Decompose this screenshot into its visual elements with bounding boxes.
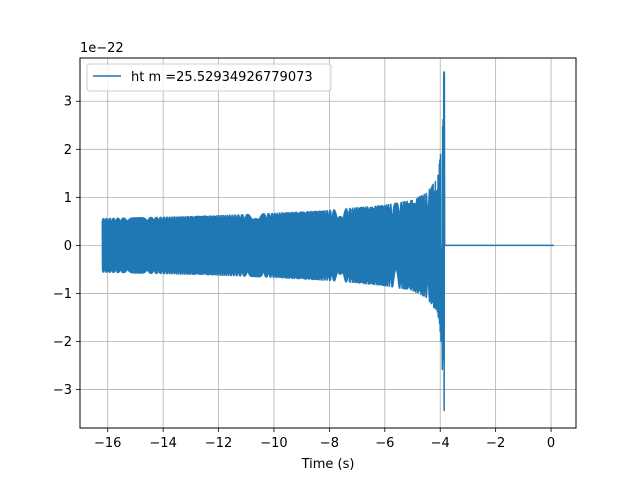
axes-frame [79,57,577,429]
y-axis-ticks: −3 −2 −1 0 1 2 3 [53,95,80,398]
y-tick-label: −1 [53,287,72,302]
y-tick-label: −3 [53,383,72,398]
legend: ht m =25.52934926779073 [86,63,332,92]
y-tick-label: 1 [64,191,72,206]
x-tick-label: 0 [547,436,555,451]
x-tick-label: −16 [94,436,121,451]
y-offset-text: 1e−22 [80,41,124,56]
y-tick-label: 0 [64,239,72,254]
x-tick-label: −8 [320,436,339,451]
x-tick-label: −2 [486,436,505,451]
x-tick-label: −10 [260,436,287,451]
y-tick-label: 2 [64,143,72,158]
series-line [101,71,554,412]
legend-box [86,63,332,92]
x-tick-label: −4 [431,436,450,451]
y-tick-label: 3 [64,95,72,110]
x-tick-label: −12 [205,436,232,451]
x-tick-label: −14 [149,436,176,451]
x-axis-ticks: −16 −14 −12 −10 −8 −6 −4 −2 0 [94,428,555,451]
plot-area [101,71,554,412]
y-tick-label: −2 [53,335,72,350]
x-tick-label: −6 [375,436,394,451]
x-axis-label: Time (s) [301,457,355,472]
legend-label: ht m =25.52934926779073 [131,70,313,85]
